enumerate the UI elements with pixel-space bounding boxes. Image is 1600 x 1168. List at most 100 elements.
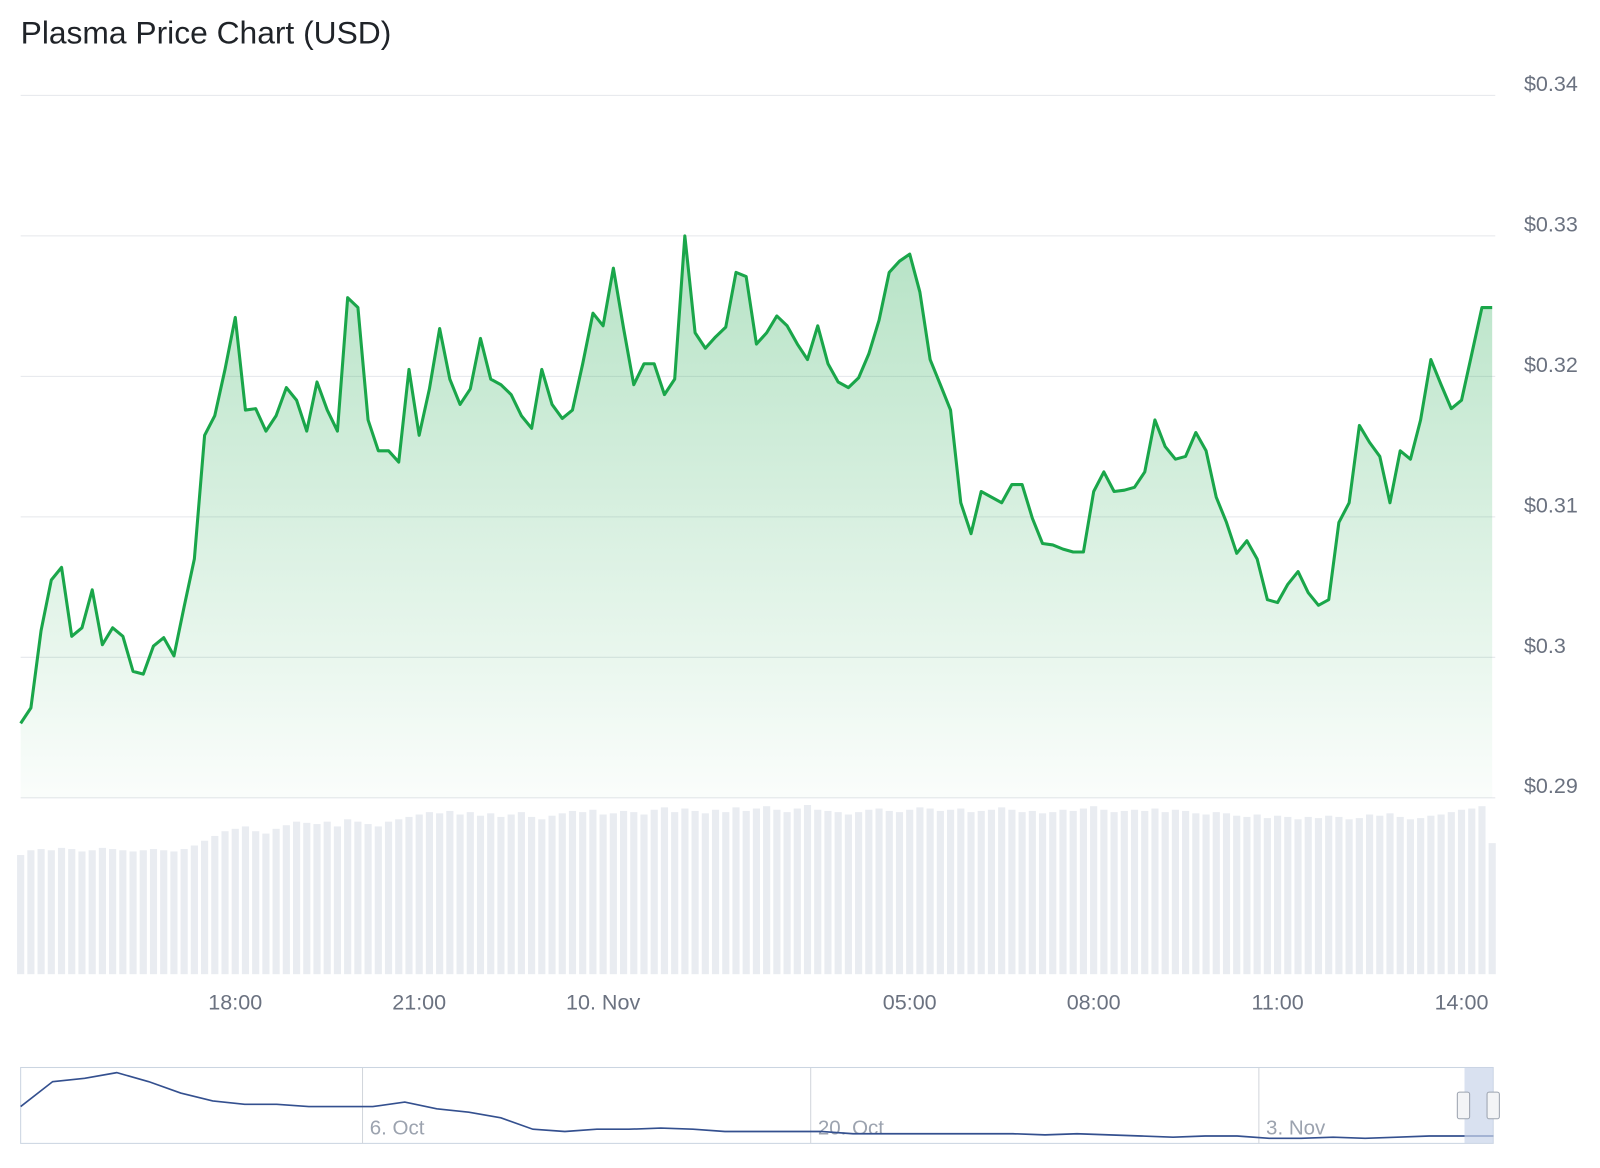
volume-bar: [885, 810, 893, 975]
navigator-handle[interactable]: [1456, 1091, 1471, 1120]
volume-bar: [1376, 815, 1384, 975]
volume-bar: [139, 850, 147, 975]
volume-bar: [793, 808, 801, 975]
volume-bar: [1038, 813, 1047, 975]
volume-bar: [1478, 806, 1486, 975]
volume-bar: [221, 831, 229, 975]
volume-bar: [160, 850, 168, 975]
volume-bar: [1028, 810, 1036, 975]
volume-bar: [1304, 816, 1312, 975]
volume-bar: [1274, 815, 1282, 975]
volume-bar: [17, 855, 25, 975]
volume-bar: [936, 810, 944, 975]
volume-bar: [763, 806, 771, 975]
volume-bar: [292, 821, 301, 975]
y-tick-label: $0.34: [1524, 72, 1578, 96]
volume-bar: [722, 812, 730, 975]
volume-bar: [384, 821, 393, 975]
volume-bar: [599, 814, 607, 975]
volume-bar: [497, 816, 505, 975]
price-line: [19, 234, 1493, 725]
volume-bar: [630, 812, 638, 975]
volume-bar: [967, 812, 975, 975]
y-tick-label: $0.31: [1524, 493, 1578, 517]
volume-bar: [252, 831, 260, 975]
volume-bar: [517, 812, 525, 975]
volume-bar: [865, 809, 873, 975]
volume-bar: [507, 814, 515, 975]
volume-bar: [1192, 813, 1200, 975]
volume-bar: [1417, 818, 1425, 975]
volume-bar: [660, 807, 669, 975]
volume-bar: [671, 812, 679, 975]
volume-bar: [466, 812, 474, 975]
volume-bar: [1468, 808, 1476, 975]
volume-bar: [1325, 815, 1333, 975]
volume-bar: [824, 810, 832, 975]
volume-bar: [711, 809, 720, 975]
volume-bar: [558, 813, 566, 975]
y-tick-label: $0.32: [1524, 353, 1578, 377]
volume-bar: [344, 819, 352, 975]
volume-bar: [1222, 813, 1231, 975]
volume-bar: [875, 808, 883, 975]
volume-bar: [1263, 818, 1271, 975]
volume-bar: [1294, 819, 1302, 975]
volume-bar: [436, 813, 444, 975]
volume-bar: [180, 849, 188, 975]
volume-bar: [98, 847, 106, 975]
volume-bar: [1018, 812, 1026, 975]
volume-bar: [1437, 814, 1445, 975]
navigator-label: 6. Oct: [370, 1116, 425, 1139]
volume-bar: [916, 807, 924, 975]
navigator-label: 20. Oct: [818, 1116, 884, 1139]
volume-bar: [405, 816, 413, 975]
volume-bar: [129, 851, 137, 975]
y-tick-label: $0.33: [1524, 212, 1578, 236]
x-tick-label: 14:00: [1435, 991, 1489, 1015]
volume-bar: [1396, 816, 1404, 975]
x-tick-label: 18:00: [208, 991, 262, 1015]
volume-bar: [78, 851, 86, 975]
volume-bar: [354, 821, 362, 975]
volume-bar: [1120, 810, 1128, 975]
volume-bar: [149, 849, 158, 975]
navigator-handle[interactable]: [1486, 1091, 1500, 1120]
volume-bar: [333, 826, 342, 975]
volume-bar: [742, 810, 750, 975]
volume-bar: [977, 810, 985, 975]
volume-bar: [987, 809, 996, 975]
volume-bar: [1100, 809, 1108, 975]
volume-bar: [68, 849, 76, 975]
volume-bar: [1202, 814, 1210, 975]
y-tick-label: $0.3: [1524, 634, 1566, 658]
volume-bar: [844, 814, 852, 975]
volume-bar: [1457, 809, 1466, 975]
volume-bar: [947, 809, 955, 975]
volume-bar: [834, 812, 842, 975]
volume-bar: [1161, 812, 1169, 975]
x-tick-label: 05:00: [883, 991, 937, 1015]
volume-bar: [303, 822, 311, 975]
volume-bar: [88, 850, 96, 975]
volume-bar: [538, 819, 546, 975]
volume-bar: [1090, 806, 1098, 975]
volume-bar: [1355, 818, 1363, 975]
x-tick-label: 11:00: [1251, 991, 1303, 1015]
volume-bar: [701, 813, 709, 975]
volume-bar: [37, 849, 45, 975]
volume-bar: [119, 850, 127, 975]
chart-title: Plasma Price Chart (USD): [21, 14, 392, 50]
volume-bar: [190, 845, 198, 975]
volume-bar: [568, 810, 577, 975]
volume-bar: [732, 807, 740, 975]
volume-bar: [27, 850, 35, 975]
volume-bar: [272, 828, 280, 975]
volume-bar: [803, 804, 812, 975]
volume-bar: [814, 809, 822, 975]
volume-bar: [609, 813, 617, 975]
volume-bar: [1488, 843, 1496, 975]
volume-bar: [895, 812, 904, 975]
volume-bar: [425, 812, 433, 975]
price-area: [20, 235, 1493, 798]
